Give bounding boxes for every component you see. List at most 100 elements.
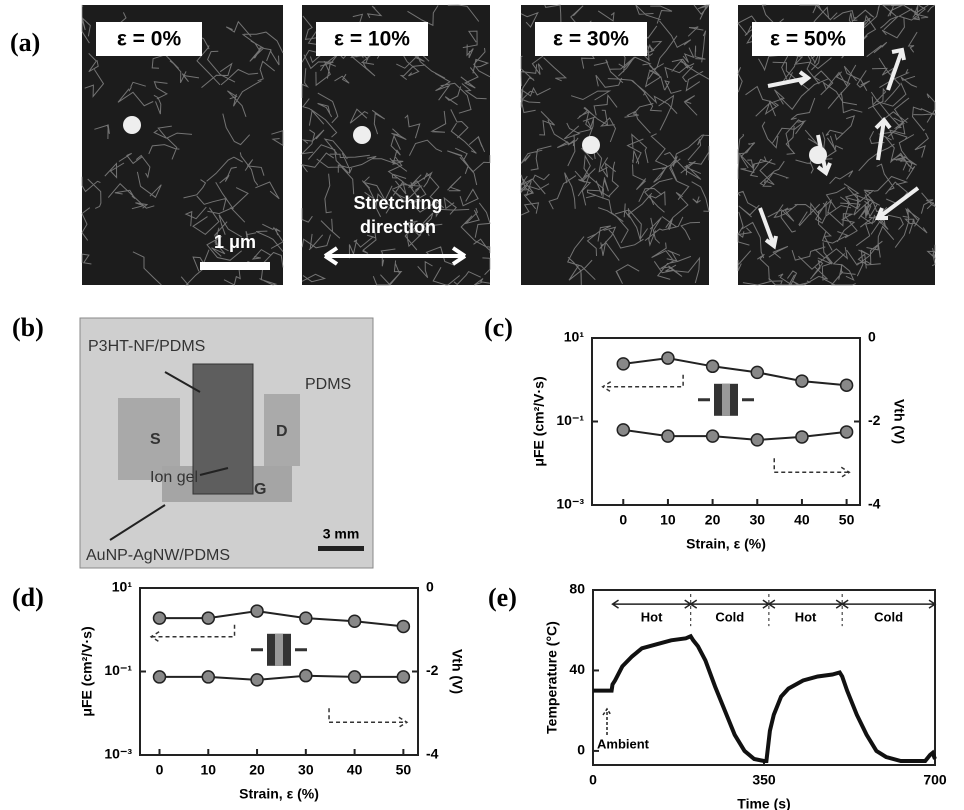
label: AuNP-AgNW/PDMS [86, 547, 230, 564]
phase-arrow [613, 600, 691, 608]
point [796, 431, 808, 443]
point [841, 426, 853, 438]
y-tick-label: 80 [569, 581, 585, 597]
y-tick-label: 40 [569, 661, 585, 677]
panel-label: (b) [12, 313, 44, 342]
x-axis-label: Time (s) [737, 796, 790, 810]
y2-tick-label: -2 [868, 412, 881, 428]
x-tick-label: 50 [839, 512, 855, 528]
point [707, 360, 719, 372]
point [349, 615, 361, 627]
scale-bar-label: 3 mm [323, 526, 360, 542]
x-axis-label: Strain, ε (%) [239, 786, 319, 802]
phase-label: Hot [641, 610, 663, 625]
panel-label: (c) [484, 313, 513, 342]
point [841, 379, 853, 391]
inset-device [722, 384, 730, 416]
y2-tick-label: -4 [426, 746, 439, 762]
point [202, 671, 214, 683]
particle [123, 116, 141, 134]
x-tick-label: 10 [200, 762, 216, 778]
y-tick-label: 10⁻³ [104, 746, 132, 762]
x-tick-label: 30 [298, 762, 314, 778]
inset-device [275, 634, 283, 666]
annotation: Ambient [597, 736, 650, 751]
phase-arrow [842, 600, 935, 608]
x-tick-label: 50 [396, 762, 412, 778]
point [796, 375, 808, 387]
figure: (a) ε = 0% ε = 10% ε = 30% ε = 50% 1 μm … [0, 0, 964, 810]
y-axis-label: μFE (cm²/V·s) [531, 376, 547, 466]
label: Ion gel [150, 469, 198, 486]
y-tick-label: 0 [577, 742, 585, 758]
point [154, 612, 166, 624]
phase-arrow [769, 600, 842, 608]
phase-label: Cold [874, 610, 903, 625]
y-tick-label: 10⁻³ [556, 496, 584, 512]
panel-label: (d) [12, 583, 44, 612]
label: G [254, 481, 266, 498]
point [662, 352, 674, 364]
y2-tick-label: -4 [868, 496, 881, 512]
point [349, 671, 361, 683]
label: PDMS [305, 376, 351, 393]
chart: (e)035070004080Time (s)Temperature (°C)H… [488, 581, 947, 810]
caption: ε = 0% [117, 28, 182, 51]
point [154, 671, 166, 683]
series-line [160, 611, 404, 626]
x-tick-label: 0 [619, 512, 627, 528]
series-line [160, 676, 404, 680]
series-line [623, 430, 846, 440]
point [617, 424, 629, 436]
label: S [150, 431, 161, 448]
caption: ε = 50% [770, 28, 846, 51]
point [202, 612, 214, 624]
point [300, 670, 312, 682]
y-tick-label: 10⁻¹ [104, 662, 132, 678]
point [251, 605, 263, 617]
caption: ε = 30% [553, 28, 629, 51]
phase-arrow [691, 600, 769, 608]
point [397, 671, 409, 683]
x-tick-label: 700 [923, 772, 947, 788]
point [300, 612, 312, 624]
label: D [276, 423, 288, 440]
plot-frame [140, 588, 418, 755]
point [662, 430, 674, 442]
y2-axis-label: Vth (V) [449, 649, 465, 694]
x-tick-label: 30 [749, 512, 765, 528]
scale-bar [318, 546, 364, 551]
y-tick-label: 10¹ [564, 329, 585, 345]
x-tick-label: 20 [705, 512, 721, 528]
particle [353, 126, 371, 144]
y2-tick-label: 0 [868, 329, 876, 345]
scale-bar-label: 1 μm [214, 232, 256, 252]
caption: ε = 10% [334, 28, 410, 51]
x-tick-label: 20 [249, 762, 265, 778]
particle [582, 136, 600, 154]
scale-bar [200, 262, 270, 270]
y2-tick-label: 0 [426, 579, 434, 595]
series-line [623, 358, 846, 385]
dashed-arrow [774, 458, 849, 477]
x-tick-label: 0 [156, 762, 164, 778]
x-tick-label: 40 [347, 762, 363, 778]
panel-label: (e) [488, 583, 517, 612]
label: P3HT-NF/PDMS [88, 338, 205, 355]
point [707, 430, 719, 442]
x-tick-label: 10 [660, 512, 676, 528]
dashed-arrow [603, 375, 683, 392]
point [751, 366, 763, 378]
point [751, 434, 763, 446]
point [397, 620, 409, 632]
panel-label: (a) [10, 28, 40, 57]
point [251, 674, 263, 686]
y2-tick-label: -2 [426, 662, 439, 678]
y-axis-label: μFE (cm²/V·s) [79, 626, 95, 716]
dashed-arrow [151, 625, 234, 642]
x-axis-label: Strain, ε (%) [686, 536, 766, 552]
y-tick-label: 10¹ [112, 579, 133, 595]
point [617, 358, 629, 370]
stretch-note: direction [360, 217, 436, 237]
